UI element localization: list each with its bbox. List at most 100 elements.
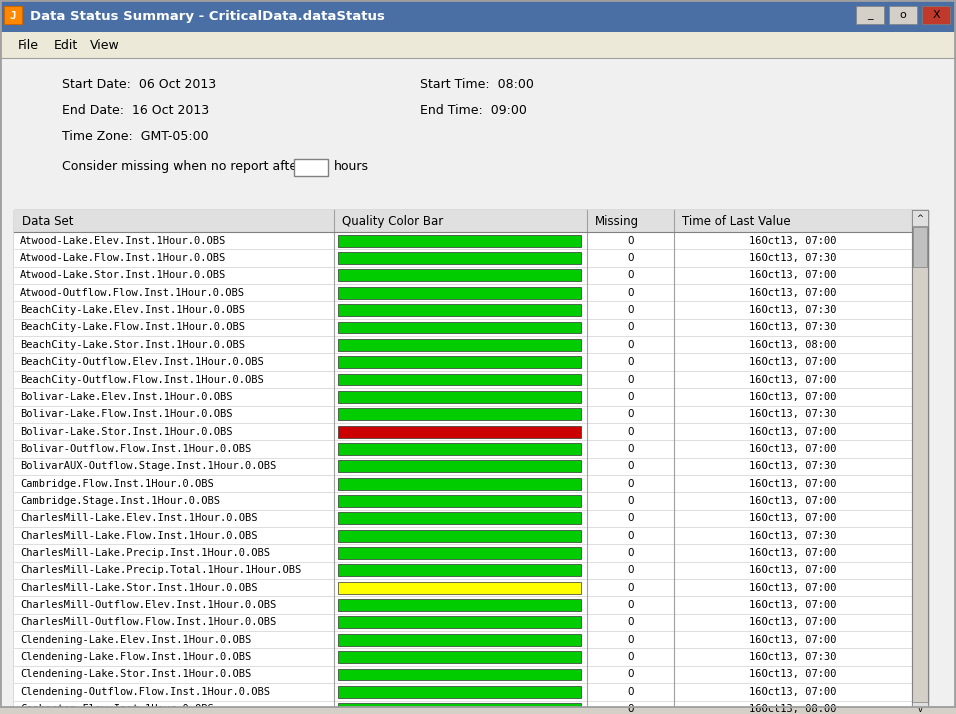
Bar (922, 6, 950, 24)
Bar (14, 492, 928, 510)
Bar (14, 527, 928, 544)
Text: Time Zone:  GMT-05:00: Time Zone: GMT-05:00 (62, 130, 208, 143)
Bar (338, 582, 581, 593)
Text: BeachCity-Outflow.Elev.Inst.1Hour.0.OBS: BeachCity-Outflow.Elev.Inst.1Hour.0.OBS (20, 357, 264, 367)
Bar (338, 478, 581, 490)
Text: 0: 0 (627, 670, 634, 680)
Text: Edit: Edit (54, 39, 78, 52)
Bar (14, 458, 928, 475)
Bar (14, 510, 928, 527)
Bar (14, 423, 928, 441)
Text: Clendening-Lake.Stor.Inst.1Hour.0.OBS: Clendening-Lake.Stor.Inst.1Hour.0.OBS (20, 670, 251, 680)
Bar (14, 631, 928, 648)
Text: Atwood-Lake.Flow.Inst.1Hour.0.OBS: Atwood-Lake.Flow.Inst.1Hour.0.OBS (20, 253, 227, 263)
Bar (4, 6, 22, 24)
Bar (338, 408, 581, 420)
Text: 16Oct13, 07:00: 16Oct13, 07:00 (750, 687, 836, 697)
Bar (338, 599, 581, 611)
Text: 16Oct13, 07:00: 16Oct13, 07:00 (750, 288, 836, 298)
Text: 0: 0 (627, 704, 634, 714)
Text: 0: 0 (627, 340, 634, 350)
Bar (338, 461, 581, 472)
Bar (14, 388, 928, 406)
Text: Time of Last Value: Time of Last Value (682, 215, 791, 228)
Text: Missing: Missing (595, 215, 640, 228)
Text: 0: 0 (627, 288, 634, 298)
Text: End Time:  09:00: End Time: 09:00 (420, 104, 527, 117)
Text: 16Oct13, 07:00: 16Oct13, 07:00 (750, 496, 836, 506)
Bar (338, 356, 581, 368)
Text: 0: 0 (627, 583, 634, 593)
Bar (338, 495, 581, 507)
Bar (1, 31, 955, 58)
Text: 0: 0 (627, 392, 634, 402)
Text: hours: hours (334, 160, 369, 173)
Text: 16Oct13, 07:00: 16Oct13, 07:00 (750, 670, 836, 680)
Bar (856, 6, 884, 24)
Text: 0: 0 (627, 652, 634, 662)
Text: Atwood-Lake.Stor.Inst.1Hour.0.OBS: Atwood-Lake.Stor.Inst.1Hour.0.OBS (20, 271, 227, 281)
Text: 0: 0 (627, 375, 634, 385)
Text: 16Oct13, 07:00: 16Oct13, 07:00 (750, 375, 836, 385)
Text: 0: 0 (627, 635, 634, 645)
Bar (14, 284, 928, 301)
Bar (14, 336, 928, 353)
Text: View: View (90, 39, 120, 52)
Bar (14, 353, 928, 371)
Bar (14, 249, 928, 267)
Bar (338, 703, 581, 714)
Bar (338, 565, 581, 576)
Text: Clendening-Lake.Flow.Inst.1Hour.0.OBS: Clendening-Lake.Flow.Inst.1Hour.0.OBS (20, 652, 251, 662)
Text: 0: 0 (627, 478, 634, 488)
Bar (338, 530, 581, 542)
Text: 16Oct13, 07:30: 16Oct13, 07:30 (750, 531, 836, 540)
Text: CharlesMill-Lake.Precip.Total.1Hour.1Hour.OBS: CharlesMill-Lake.Precip.Total.1Hour.1Hou… (20, 565, 301, 575)
Bar (338, 547, 581, 559)
Bar (338, 513, 581, 524)
Text: Data Set: Data Set (22, 215, 74, 228)
Text: Atwood-Lake.Elev.Inst.1Hour.0.OBS: Atwood-Lake.Elev.Inst.1Hour.0.OBS (20, 236, 227, 246)
Text: _: _ (867, 10, 873, 20)
Bar (913, 227, 927, 267)
Text: 16Oct13, 07:00: 16Oct13, 07:00 (750, 357, 836, 367)
Bar (14, 475, 928, 492)
Bar (14, 301, 928, 318)
Bar (338, 651, 581, 663)
Bar (14, 210, 928, 232)
Text: Quality Color Bar: Quality Color Bar (342, 215, 444, 228)
Text: Atwood-Outflow.Flow.Inst.1Hour.0.OBS: Atwood-Outflow.Flow.Inst.1Hour.0.OBS (20, 288, 245, 298)
Bar (14, 700, 928, 714)
Text: 16Oct13, 07:00: 16Oct13, 07:00 (750, 635, 836, 645)
Bar (338, 391, 581, 403)
Bar (14, 406, 928, 423)
Bar (14, 210, 928, 714)
Bar (889, 6, 917, 24)
Text: 16Oct13, 07:00: 16Oct13, 07:00 (750, 426, 836, 436)
Text: 0: 0 (627, 687, 634, 697)
Bar (14, 562, 928, 579)
Text: 0: 0 (627, 565, 634, 575)
Text: Clendening-Outflow.Flow.Inst.1Hour.0.OBS: Clendening-Outflow.Flow.Inst.1Hour.0.OBS (20, 687, 270, 697)
Text: 16Oct13, 07:00: 16Oct13, 07:00 (750, 236, 836, 246)
Text: 16Oct13, 07:30: 16Oct13, 07:30 (750, 652, 836, 662)
Text: 0: 0 (627, 409, 634, 419)
Text: 0: 0 (627, 426, 634, 436)
Text: 16Oct13, 07:30: 16Oct13, 07:30 (750, 305, 836, 315)
Text: 16Oct13, 07:00: 16Oct13, 07:00 (750, 565, 836, 575)
Bar (0, 0, 4, 708)
Bar (338, 616, 581, 628)
Text: CharlesMill-Outflow.Flow.Inst.1Hour.0.OBS: CharlesMill-Outflow.Flow.Inst.1Hour.0.OB… (20, 618, 276, 628)
Text: CharlesMill-Lake.Stor.Inst.1Hour.0.OBS: CharlesMill-Lake.Stor.Inst.1Hour.0.OBS (20, 583, 257, 593)
Text: CharlesMill-Outflow.Elev.Inst.1Hour.0.OBS: CharlesMill-Outflow.Elev.Inst.1Hour.0.OB… (20, 600, 276, 610)
Text: Bolivar-Lake.Elev.Inst.1Hour.0.OBS: Bolivar-Lake.Elev.Inst.1Hour.0.OBS (20, 392, 232, 402)
Text: 0: 0 (627, 305, 634, 315)
Text: 16Oct13, 07:30: 16Oct13, 07:30 (750, 461, 836, 471)
Text: BeachCity-Lake.Flow.Inst.1Hour.0.OBS: BeachCity-Lake.Flow.Inst.1Hour.0.OBS (20, 323, 245, 333)
Text: 16Oct13, 07:30: 16Oct13, 07:30 (750, 253, 836, 263)
Text: 0: 0 (627, 253, 634, 263)
Bar (14, 579, 928, 596)
Text: 0: 0 (627, 271, 634, 281)
Bar (294, 159, 328, 176)
Text: BeachCity-Lake.Stor.Inst.1Hour.0.OBS: BeachCity-Lake.Stor.Inst.1Hour.0.OBS (20, 340, 245, 350)
Text: Start Date:  06 Oct 2013: Start Date: 06 Oct 2013 (62, 79, 216, 91)
